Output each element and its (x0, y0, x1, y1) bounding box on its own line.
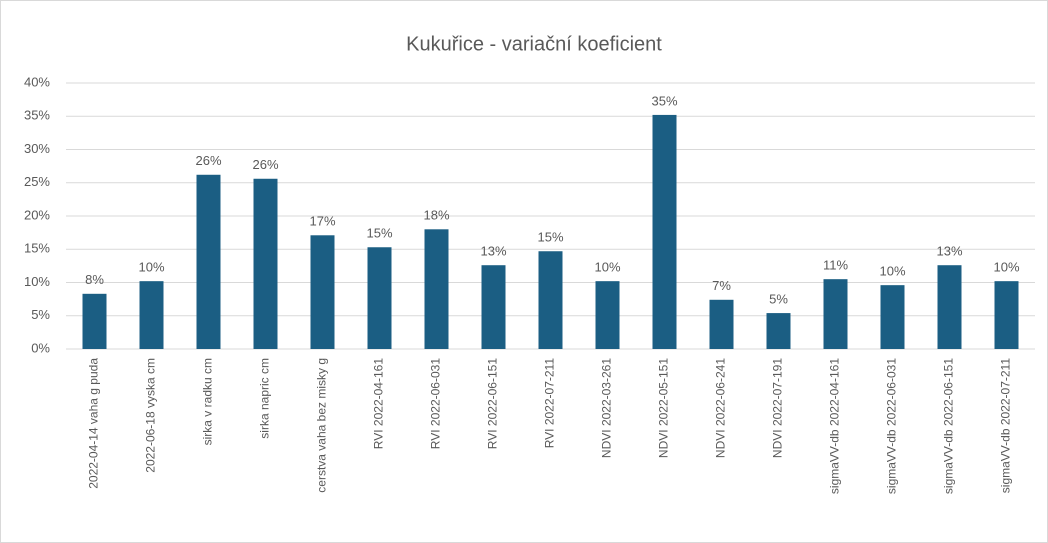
x-tick-label: sirka v radku cm (201, 358, 215, 445)
bar (652, 114, 677, 349)
bar (880, 285, 905, 349)
x-tick-label: 2022-04-14 vaha g puda (87, 358, 101, 489)
x-tick-label: sigmaVV-db 2022-07-211 (999, 358, 1013, 494)
value-label: 13% (480, 244, 506, 259)
bar (994, 281, 1019, 349)
value-label: 15% (366, 226, 392, 241)
value-label: 10% (138, 260, 164, 275)
bar (424, 229, 449, 349)
y-tick-label: 30% (24, 141, 50, 156)
value-label: 8% (85, 272, 104, 287)
value-label: 26% (195, 153, 221, 168)
x-tick-label: NDVI 2022-07-191 (771, 358, 785, 458)
x-tick-label: cerstva vaha bez misky g (315, 358, 329, 493)
value-label: 11% (823, 258, 848, 273)
value-label: 13% (936, 244, 962, 259)
x-tick-label: RVI 2022-06-151 (486, 358, 500, 450)
bar (139, 281, 164, 349)
x-tick-label: sigmaVV-db 2022-04-161 (828, 358, 842, 494)
value-label: 10% (879, 264, 905, 279)
bar (595, 281, 620, 349)
value-label: 10% (594, 260, 620, 275)
value-label: 18% (423, 208, 449, 223)
value-label: 15% (537, 230, 563, 245)
value-label: 17% (309, 214, 335, 229)
x-tick-label: NDVI 2022-06-241 (714, 358, 728, 458)
value-label: 10% (993, 260, 1019, 275)
bar (823, 279, 848, 349)
x-tick-label: RVI 2022-04-161 (372, 358, 386, 450)
bar (253, 178, 278, 349)
bar (82, 293, 107, 349)
y-tick-label: 25% (24, 174, 50, 189)
y-tick-label: 20% (24, 207, 50, 222)
bar (538, 251, 563, 349)
y-tick-label: 5% (31, 307, 50, 322)
x-tick-label: 2022-06-18 vyska cm (144, 358, 158, 473)
y-tick-label: 40% (24, 74, 50, 89)
value-label: 5% (769, 292, 788, 307)
x-tick-label: sirka napric cm (258, 358, 272, 439)
bar (937, 265, 962, 349)
bar (766, 313, 791, 349)
bar (709, 299, 734, 349)
chart-title: Kukuřice - variační koeficient (406, 33, 662, 55)
x-tick-label: RVI 2022-06-031 (429, 358, 443, 450)
bar (196, 174, 221, 349)
y-tick-label: 10% (24, 274, 50, 289)
x-tick-label: sigmaVV-db 2022-06-031 (885, 358, 899, 494)
x-tick-label: NDVI 2022-05-151 (657, 358, 671, 458)
value-label: 35% (651, 93, 677, 108)
y-tick-label: 15% (24, 241, 50, 256)
x-tick-label: RVI 2022-07-211 (543, 358, 557, 449)
bar (367, 247, 392, 349)
bar (481, 265, 506, 349)
value-label: 26% (252, 157, 278, 172)
bar (310, 235, 335, 349)
value-label: 7% (712, 278, 731, 293)
y-tick-label: 35% (24, 108, 50, 123)
y-tick-label: 0% (31, 340, 50, 355)
x-tick-label: NDVI 2022-03-261 (600, 358, 614, 458)
x-tick-label: sigmaVV-db 2022-06-151 (942, 358, 956, 494)
